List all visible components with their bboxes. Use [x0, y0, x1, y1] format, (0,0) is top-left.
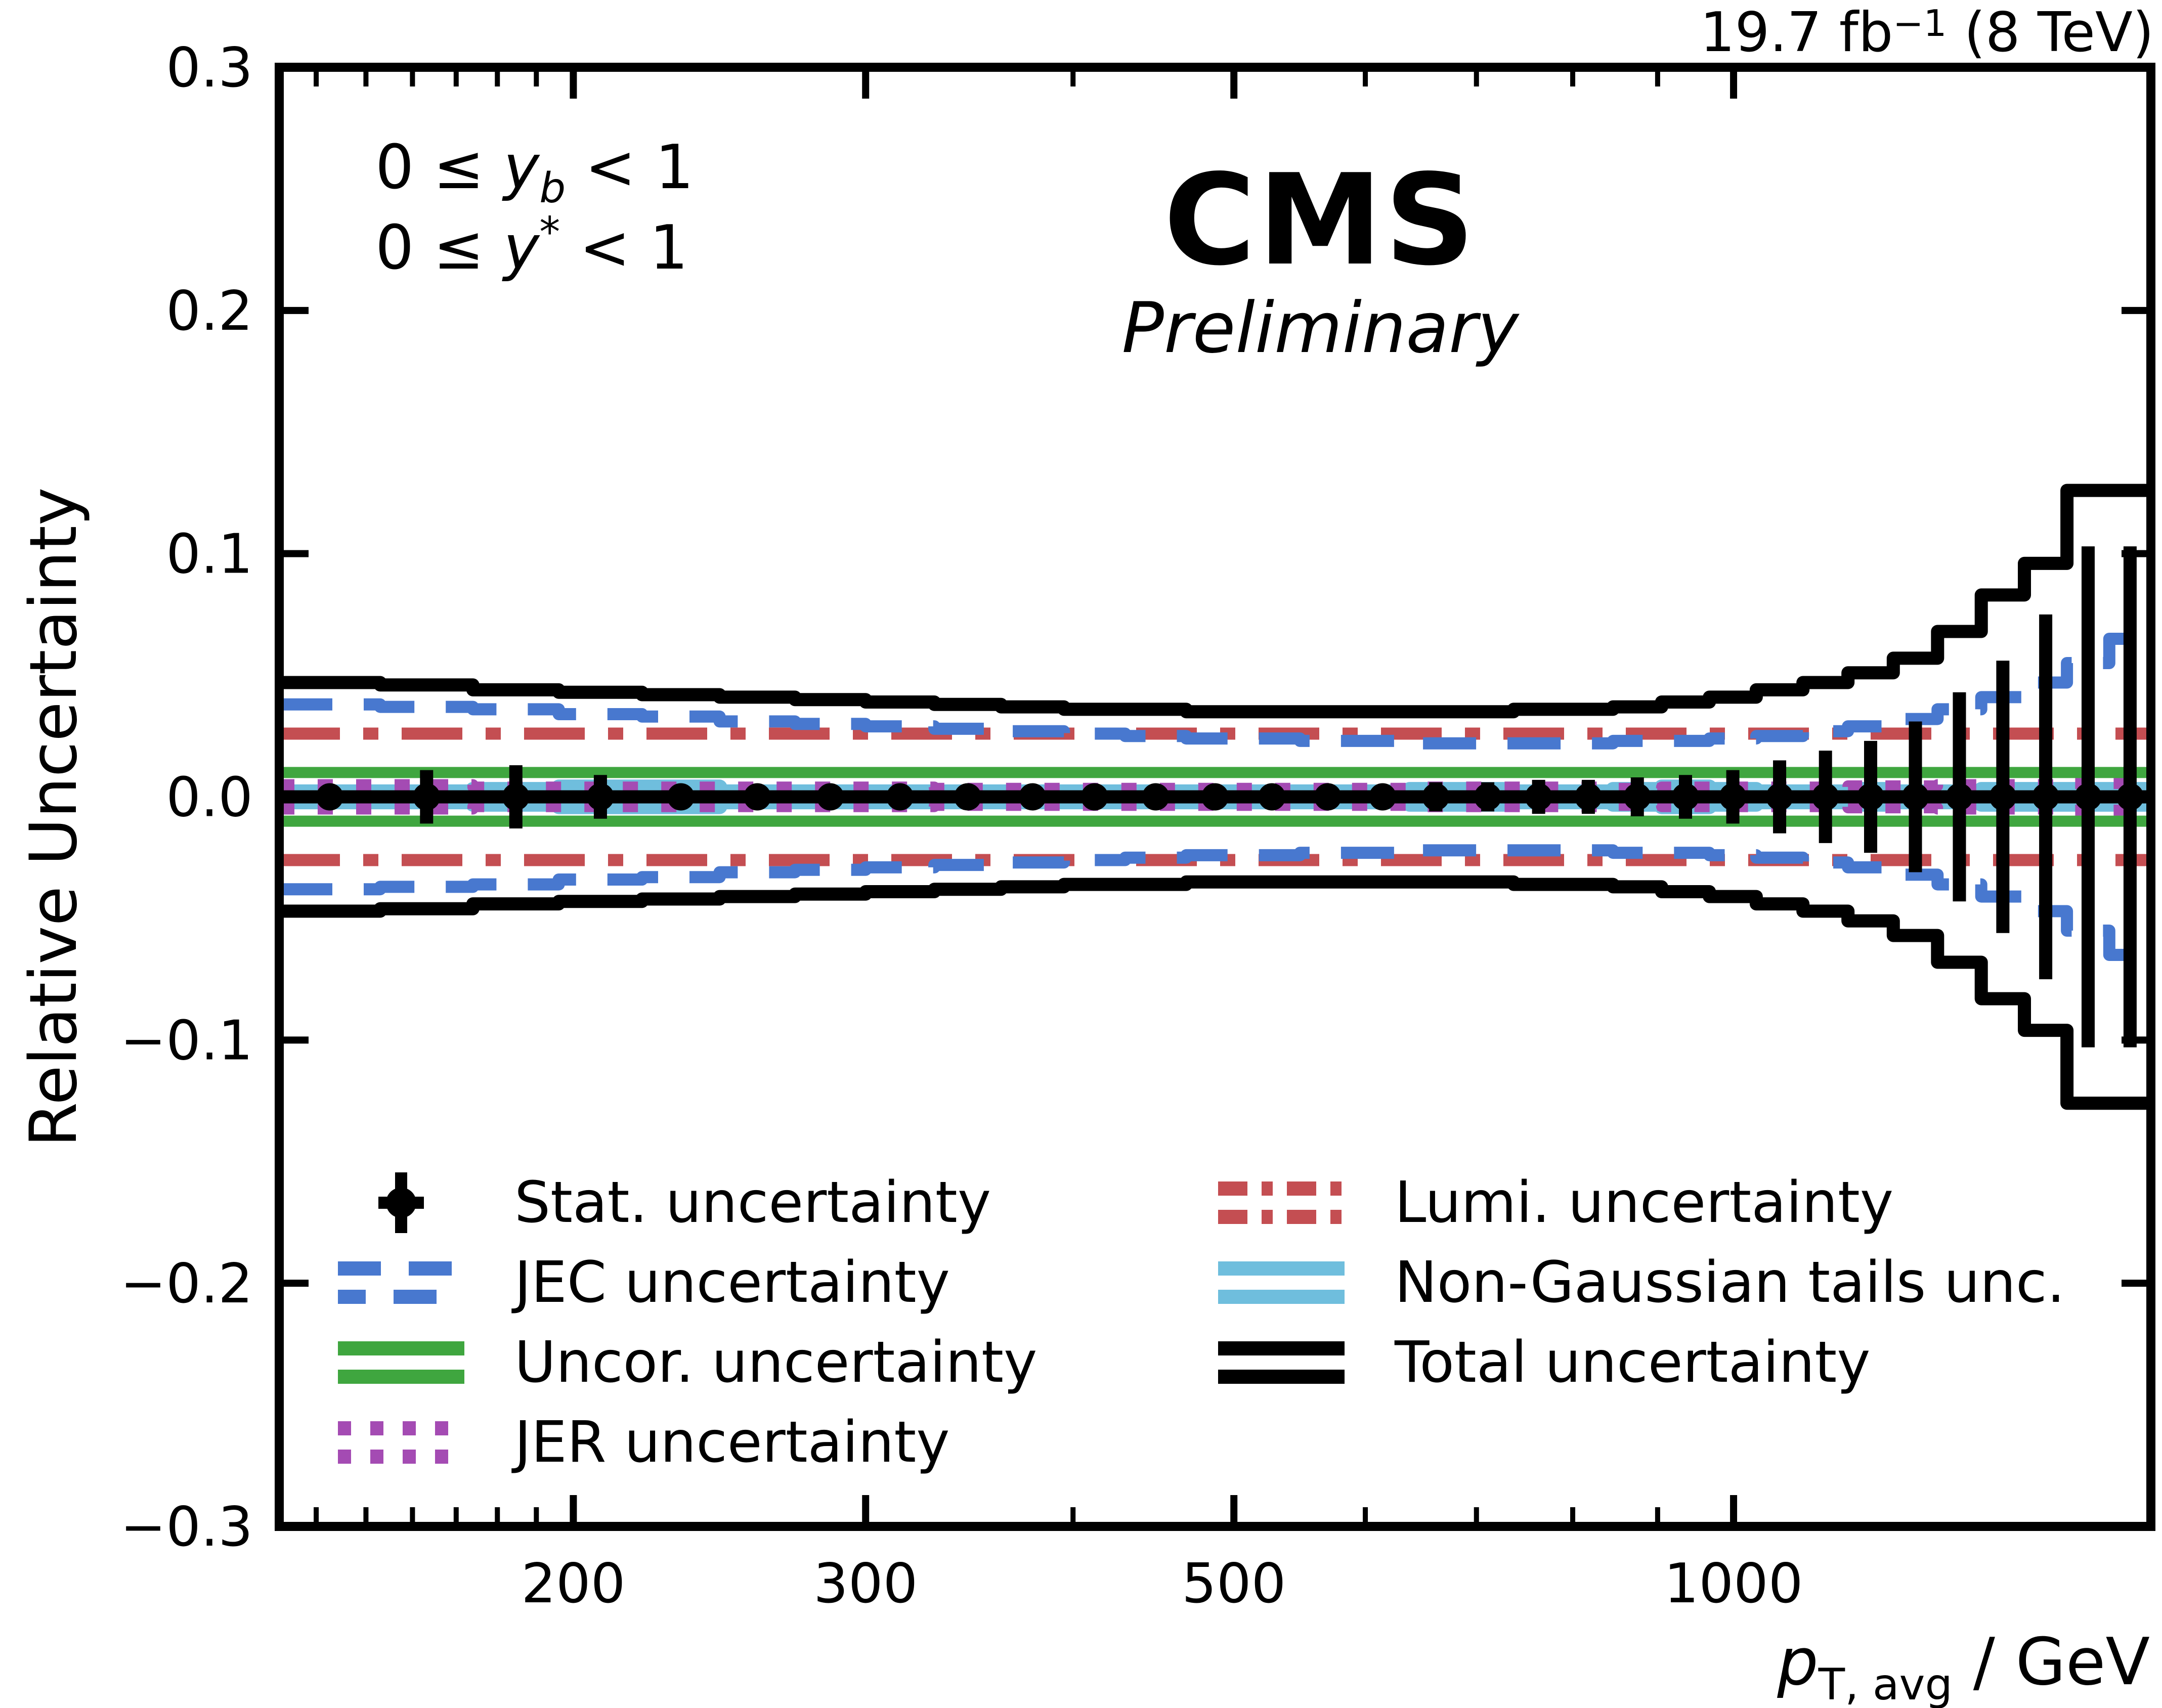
- data-point-marker: [1369, 783, 1397, 811]
- legend-label-ngt: Non-Gaussian tails unc.: [1395, 1250, 2065, 1316]
- ystar-suffix: < 1: [560, 213, 688, 283]
- tick-labels: 200 300 500 1000 0.3 0.2 0.1 0.0 −0.1 −0.2 −0.3: [120, 36, 1803, 1615]
- data-point-marker: [1525, 783, 1552, 811]
- data-point-marker: [1719, 783, 1747, 811]
- total-solid-line-icon: [1218, 1341, 1345, 1384]
- energy-value: (8 TeV): [1947, 1, 2154, 64]
- x-axis-title: pT, avg / GeV: [1777, 1625, 2150, 1708]
- rapidity-star-annotation: 0 ≤ y* < 1: [375, 208, 688, 283]
- data-point-marker: [1080, 783, 1108, 811]
- total-uncertainty-band-upper: [279, 484, 2151, 719]
- yb-variable: y: [503, 133, 540, 203]
- jec-dashed-line-icon: [338, 1261, 464, 1304]
- x-tick-label: 500: [1182, 1552, 1286, 1615]
- data-point-marker: [1857, 783, 1885, 811]
- plot-series-group: [279, 484, 2151, 1110]
- data-point-marker: [1422, 783, 1450, 811]
- data-point-marker: [1989, 783, 2017, 811]
- data-point-marker: [886, 783, 914, 811]
- stat-errorbar-icon: [378, 1172, 424, 1233]
- y-tick-label: 0.0: [166, 766, 253, 829]
- legend-entry-uncor: Uncor. uncertainty: [334, 1330, 1037, 1395]
- y-tick-label: 0.3: [166, 36, 253, 100]
- lumi-value: 19.7 fb: [1700, 1, 1893, 64]
- data-point-marker: [1258, 783, 1286, 811]
- non-gaussian-solid-line-icon: [1218, 1261, 1345, 1304]
- cms-logo-text: CMS: [1163, 148, 1477, 293]
- data-point-marker: [1623, 783, 1651, 811]
- data-point-marker: [1142, 783, 1170, 811]
- total-uncertainty-band-lower: [279, 875, 2151, 1110]
- legend-label-jer: JER uncertainty: [514, 1410, 950, 1475]
- jer-uncertainty-band-upper: [279, 778, 2151, 794]
- data-point-marker: [954, 783, 982, 811]
- data-point-marker: [1019, 783, 1047, 811]
- uncor-solid-line-icon: [338, 1341, 464, 1384]
- ystar-prefix: 0 ≤: [375, 213, 504, 283]
- legend-entry-jec: JEC uncertainty: [334, 1250, 950, 1316]
- yb-subscript: b: [539, 164, 566, 212]
- y-tick-label: −0.1: [120, 1009, 253, 1072]
- data-point-marker: [1201, 783, 1229, 811]
- y-tick-label: −0.2: [120, 1252, 253, 1316]
- data-point-marker: [1314, 783, 1342, 811]
- legend-entry-lumi: Lumi. uncertainty: [1214, 1170, 1894, 1236]
- yb-prefix: 0 ≤: [375, 133, 504, 203]
- legend-entry-total: Total uncertainty: [1214, 1330, 1871, 1395]
- jec-uncertainty-band-upper: [279, 633, 2151, 750]
- luminosity-energy-label: 19.7 fb−1 (8 TeV): [1700, 1, 2154, 64]
- data-point-marker: [1945, 783, 1973, 811]
- lumi-exponent: −1: [1893, 2, 1947, 45]
- axis-ticks: [279, 64, 2151, 1530]
- jer-dotted-line-icon: [338, 1421, 464, 1464]
- data-point-marker: [667, 783, 695, 811]
- data-point-marker: [1766, 783, 1794, 811]
- data-point-marker: [1672, 783, 1700, 811]
- data-point-marker: [1901, 783, 1929, 811]
- x-tick-label: 300: [813, 1552, 918, 1615]
- data-point-marker: [1574, 783, 1602, 811]
- legend-label-uncor: Uncor. uncertainty: [514, 1330, 1037, 1395]
- y-tick-label: −0.3: [120, 1496, 253, 1559]
- data-point-marker: [744, 783, 771, 811]
- data-point-marker: [2032, 783, 2060, 811]
- legend-entry-jer: JER uncertainty: [334, 1410, 950, 1475]
- y-axis-title: Relative Uncertainty: [16, 487, 92, 1147]
- data-point-marker: [1474, 783, 1502, 811]
- legend-label-total: Total uncertainty: [1395, 1330, 1871, 1395]
- x-tick-label: 1000: [1664, 1552, 1803, 1615]
- x-axis-subscript: T, avg: [1818, 1659, 1953, 1708]
- x-axis-variable: p: [1777, 1625, 1819, 1700]
- data-point-marker: [586, 783, 614, 811]
- y-tick-label: 0.2: [166, 280, 253, 343]
- data-point-marker: [1811, 783, 1839, 811]
- yb-suffix: < 1: [566, 133, 694, 203]
- ystar-variable: y: [503, 213, 540, 283]
- jec-uncertainty-band-lower: [279, 844, 2151, 961]
- x-axis-units: / GeV: [1953, 1625, 2150, 1700]
- ystar-superscript: *: [539, 208, 560, 256]
- legend-entry-stat: Stat. uncertainty: [334, 1170, 991, 1236]
- data-point-marker: [413, 783, 441, 811]
- jer-uncertainty-band-lower: [279, 800, 2151, 816]
- rapidity-boost-annotation: 0 ≤ yb < 1: [375, 133, 694, 212]
- data-point-marker: [2074, 783, 2102, 811]
- y-tick-label: 0.1: [166, 523, 253, 586]
- legend-label-lumi: Lumi. uncertainty: [1395, 1170, 1894, 1236]
- data-point-marker: [816, 783, 844, 811]
- x-tick-label: 200: [521, 1552, 625, 1615]
- legend-label-jec: JEC uncertainty: [514, 1250, 950, 1316]
- legend-entry-ngt: Non-Gaussian tails unc.: [1214, 1250, 2065, 1316]
- lumi-dashdot-line-icon: [1218, 1181, 1345, 1224]
- data-point-marker: [502, 783, 530, 811]
- legend-label-stat: Stat. uncertainty: [514, 1170, 991, 1236]
- data-point-marker: [316, 783, 343, 811]
- preliminary-label: Preliminary: [1121, 287, 1519, 369]
